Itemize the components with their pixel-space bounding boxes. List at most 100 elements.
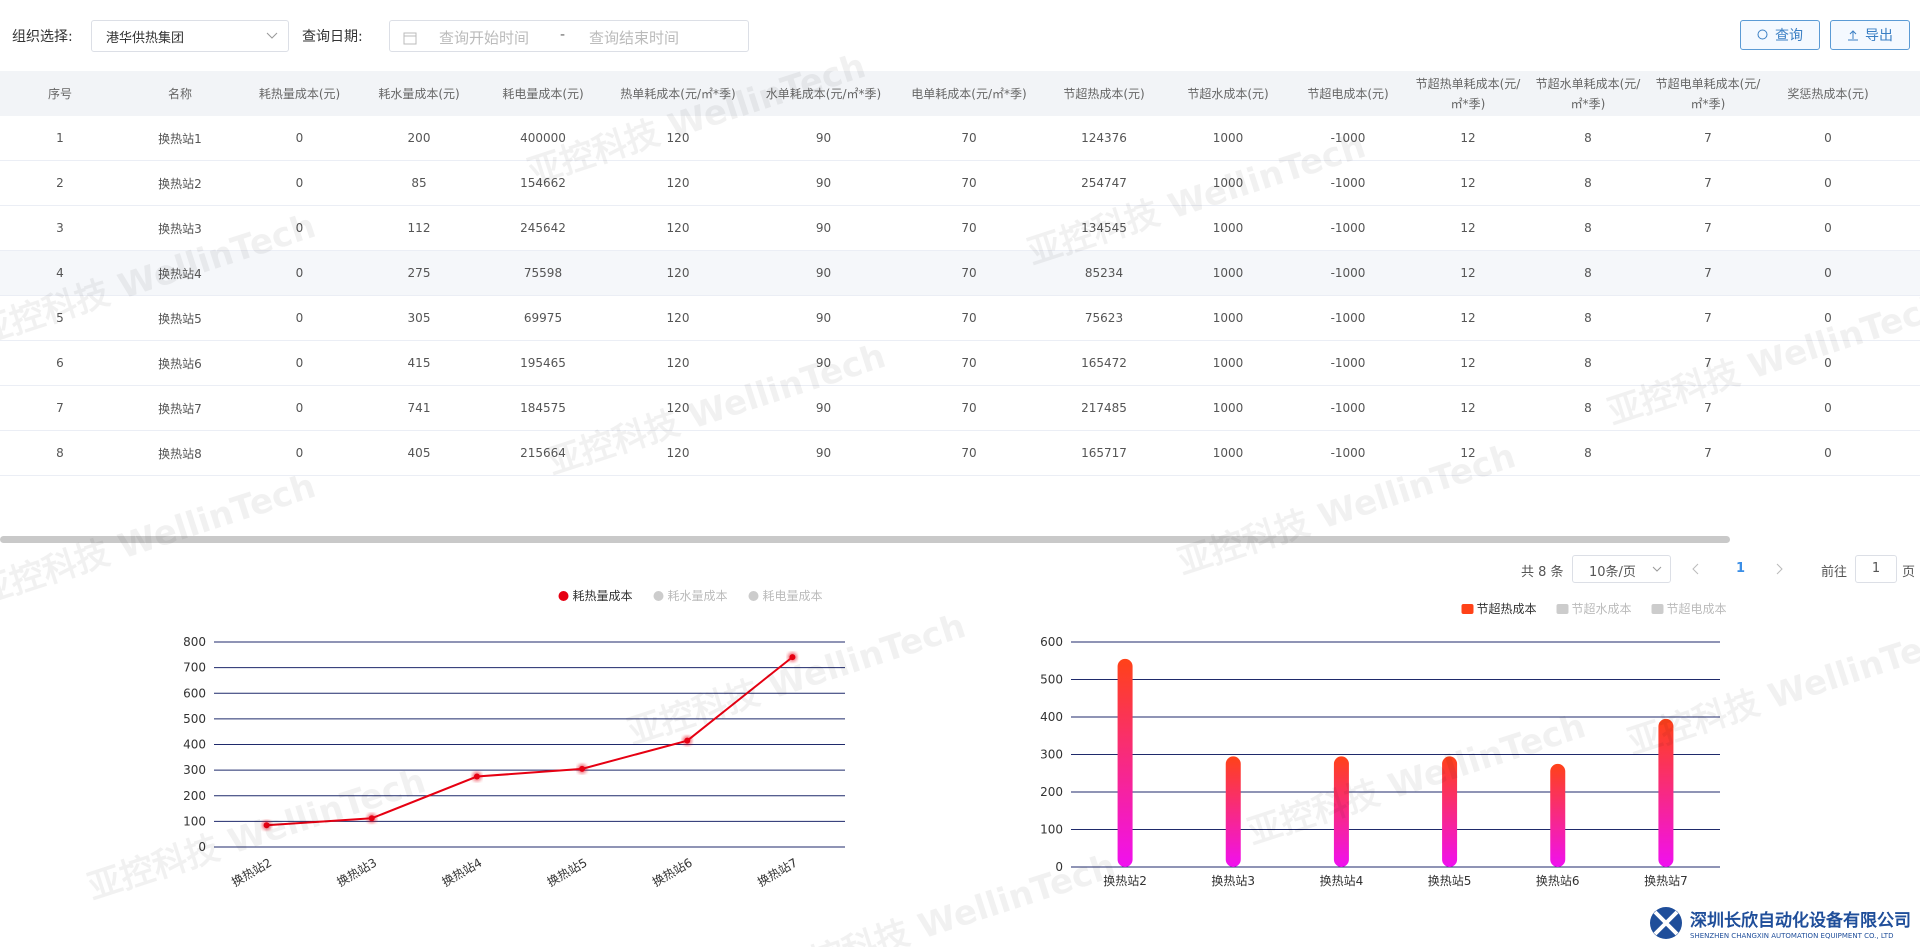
- y-tick-label: 0: [1055, 860, 1063, 874]
- watermark: 亚控科技 WellinTech: [1623, 616, 1920, 763]
- table-cell: 7: [0, 385, 120, 431]
- h-scrollbar[interactable]: [0, 536, 1730, 543]
- table-cell: 8: [1528, 430, 1648, 476]
- table-cell: 90: [749, 430, 898, 476]
- table-cell: 90: [749, 295, 898, 341]
- table-cell: 6: [0, 340, 120, 386]
- page-size-select[interactable]: 10条/页: [1572, 555, 1671, 583]
- table-cell: 7: [1648, 205, 1768, 251]
- x-tick-label: 换热站6: [650, 855, 695, 889]
- watermark: 亚控科技 WellinTech: [523, 46, 871, 193]
- point: [684, 737, 691, 744]
- x-tick-label: 换热站5: [545, 855, 590, 889]
- bar: [1333, 756, 1349, 867]
- legend-item[interactable]: 节超热成本: [1461, 601, 1537, 616]
- date-range[interactable]: 查询开始时间 - 查询结束时间: [389, 20, 749, 52]
- logo: 深圳长欣自动化设备有限公司 SHENZHEN CHANGXIN AUTOMATI…: [1650, 907, 1911, 940]
- table-cell: 245642: [479, 205, 607, 251]
- table-cell: -1000: [1288, 250, 1408, 296]
- watermark: 亚控科技 WellinTech: [543, 336, 891, 483]
- column-header: 热单耗成本(元/㎡*季): [607, 71, 749, 116]
- table-cell: 12: [1408, 205, 1528, 251]
- table-row[interactable]: 8 换热站8 0 405 215664 120 90 70 165717 1000 -1000 12 8…: [0, 430, 1920, 476]
- table-cell: 70: [898, 116, 1040, 161]
- table-row[interactable]: 1 换热站1 0 200 400000 120 90 70 124376 1000 -1000 12 8…: [0, 116, 1920, 161]
- table-row[interactable]: 6 换热站6 0 415 195465 120 90 70 165472 1000 -1000 12 8…: [0, 340, 1920, 386]
- table-cell: 134545: [1040, 205, 1168, 251]
- table-row[interactable]: 3 换热站3 0 112 245642 120 90 70 134545 1000 -1000 12 8…: [0, 205, 1920, 251]
- legend-label: 耗电量成本: [763, 589, 823, 603]
- table-cell: 0: [1768, 430, 1888, 476]
- table-row[interactable]: 4 换热站4 0 275 75598 120 90 70 85234 1000 -1000 12 8 7 0: [0, 250, 1920, 296]
- column-header: 节超水单耗成本(元/㎡*季): [1528, 71, 1648, 116]
- table-cell: 70: [898, 340, 1040, 386]
- table-cell: 120: [607, 116, 749, 161]
- table-cell: 75623: [1040, 295, 1168, 341]
- prev-page[interactable]: [1691, 563, 1701, 575]
- legend-label: 耗热量成本: [573, 589, 633, 603]
- column-header: 奖惩热成本(元): [1768, 71, 1888, 116]
- table-cell-overflow: [1888, 116, 1920, 161]
- legend-item[interactable]: 节超电成本: [1651, 601, 1727, 616]
- bar: [1225, 756, 1241, 867]
- table-cell: 215664: [479, 430, 607, 476]
- end-placeholder: 查询结束时间: [589, 29, 680, 47]
- table-cell: 7: [1648, 385, 1768, 431]
- query-button[interactable]: 查询: [1740, 20, 1820, 50]
- legend-item[interactable]: 耗电量成本: [748, 589, 823, 603]
- current-page[interactable]: 1: [1736, 561, 1746, 576]
- table-cell: 0: [240, 205, 359, 251]
- table-cell: 90: [749, 205, 898, 251]
- data-table: 序号 名称 耗热量成本(元) 耗水量成本(元) 耗电量成本(元) 热单耗成本(元/㎡*季)…: [0, 71, 1920, 476]
- table-cell: 120: [607, 385, 749, 431]
- line: [266, 656, 794, 827]
- org-value: 港华供热集团: [106, 31, 185, 46]
- watermark: 亚控科技 WellinTech: [0, 466, 320, 613]
- y-tick-label: 200: [1040, 785, 1063, 799]
- table-cell: 0: [240, 430, 359, 476]
- column-header-overflow: [1888, 71, 1920, 116]
- table-cell-overflow: [1888, 160, 1920, 206]
- bar: [1117, 658, 1133, 867]
- table-cell: 120: [607, 295, 749, 341]
- next-page[interactable]: [1774, 563, 1784, 575]
- column-header: 节超热单耗成本(元/㎡*季): [1408, 71, 1528, 116]
- table-cell: 0: [1768, 385, 1888, 431]
- org-select[interactable]: 港华供热集团: [91, 20, 289, 52]
- legend-item[interactable]: 耗水量成本: [653, 589, 728, 603]
- table-cell: 换热站5: [120, 295, 240, 341]
- table-cell: 70: [898, 250, 1040, 296]
- table-cell: 4: [0, 250, 120, 296]
- legend-item[interactable]: 耗热量成本: [558, 589, 633, 603]
- y-tick-label: 800: [183, 635, 206, 649]
- legend-marker: [653, 591, 664, 601]
- table-cell: 70: [898, 205, 1040, 251]
- table-cell: -1000: [1288, 160, 1408, 206]
- y-tick-label: 600: [1040, 635, 1063, 649]
- bar: [1442, 756, 1458, 867]
- table-row[interactable]: 7 换热站7 0 741 184575 120 90 70 217485 1000 -1000 12 8…: [0, 385, 1920, 431]
- legend-label: 节超水成本: [1572, 601, 1632, 616]
- table-cell: 换热站1: [120, 116, 240, 161]
- goto-input[interactable]: 1: [1855, 555, 1897, 583]
- table-cell: 3: [0, 205, 120, 251]
- column-header: 节超电单耗成本(元/㎡*季): [1648, 71, 1768, 116]
- export-button[interactable]: 导出: [1830, 20, 1910, 50]
- watermark: 亚控科技 WellinTech: [1173, 436, 1521, 583]
- separator: -: [560, 27, 566, 43]
- table-row[interactable]: 2 换热站2 0 85 154662 120 90 70 254747 1000 -1000 12 8 7…: [0, 160, 1920, 206]
- legend-marker: [748, 591, 759, 601]
- x-tick-label: 换热站3: [334, 855, 379, 889]
- legend-marker: [1556, 604, 1569, 614]
- table-cell: 120: [607, 205, 749, 251]
- table-cell: -1000: [1288, 295, 1408, 341]
- table-body: 1 换热站1 0 200 400000 120 90 70 124376 1000 -1000 12 8…: [0, 116, 1920, 476]
- table-cell: 12: [1408, 430, 1528, 476]
- table-cell: -1000: [1288, 116, 1408, 161]
- export-icon: [1848, 30, 1858, 41]
- legend-item[interactable]: 节超水成本: [1556, 601, 1632, 616]
- table-row[interactable]: 5 换热站5 0 305 69975 120 90 70 75623 1000 -1000 12 8 7 0: [0, 295, 1920, 341]
- table-cell: 195465: [479, 340, 607, 386]
- table-cell: 0: [1768, 205, 1888, 251]
- table-cell: 换热站7: [120, 385, 240, 431]
